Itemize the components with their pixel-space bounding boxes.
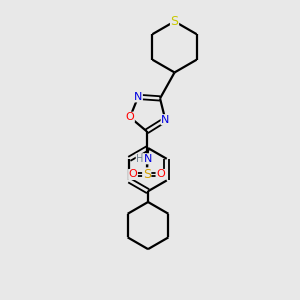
Text: O: O [129,169,137,179]
Text: O: O [126,112,134,122]
Text: N: N [134,92,142,102]
Text: O: O [156,169,165,179]
Text: H: H [136,154,144,164]
Text: S: S [170,15,178,28]
Text: N: N [143,154,152,164]
Text: N: N [161,115,170,125]
Text: S: S [143,168,151,181]
